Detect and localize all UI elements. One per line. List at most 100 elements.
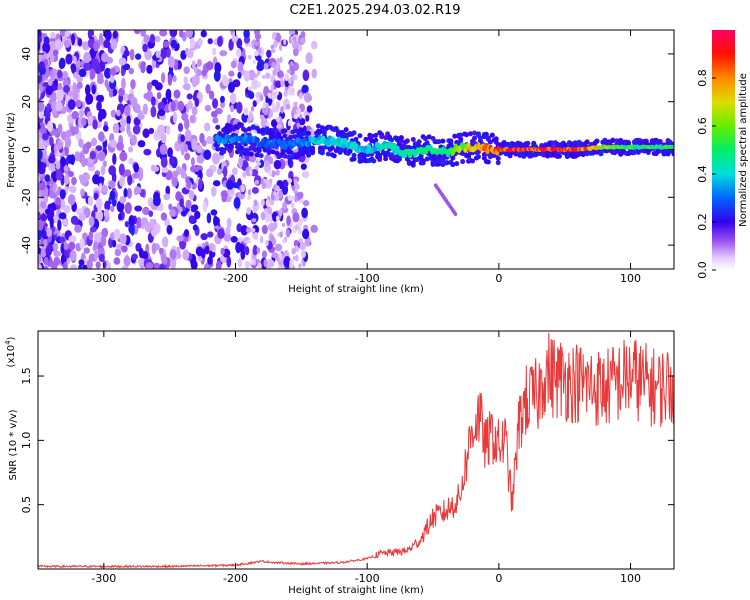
noise-blob bbox=[89, 67, 96, 80]
noise-blob bbox=[133, 117, 141, 126]
ridge-halo bbox=[406, 160, 412, 166]
snr-y-label: SNR (10 * v/v) bbox=[8, 409, 19, 480]
noise-blob bbox=[152, 195, 161, 207]
ridge-halo bbox=[410, 137, 416, 143]
ridge-halo bbox=[351, 130, 357, 136]
noise-blob bbox=[57, 70, 63, 79]
ridge-halo bbox=[631, 149, 637, 155]
noise-blob bbox=[286, 215, 291, 226]
noise-blob bbox=[130, 224, 135, 236]
noise-blob bbox=[134, 205, 143, 212]
noise-blob bbox=[299, 242, 307, 251]
noise-blob bbox=[243, 70, 250, 82]
noise-blob bbox=[144, 221, 152, 233]
noise-blob bbox=[278, 260, 283, 267]
noise-blob bbox=[128, 67, 134, 75]
noise-blob bbox=[123, 255, 131, 267]
noise-blob bbox=[86, 259, 93, 269]
noise-blob bbox=[269, 156, 274, 165]
noise-blob bbox=[73, 71, 79, 79]
noise-blob bbox=[256, 157, 261, 162]
noise-blob bbox=[161, 72, 166, 84]
noise-blob bbox=[254, 179, 260, 185]
noise-blob bbox=[61, 218, 68, 226]
noise-blob bbox=[157, 124, 165, 136]
noise-blob bbox=[149, 33, 156, 45]
ridge-halo bbox=[252, 147, 258, 153]
noise-blob bbox=[98, 131, 105, 142]
noise-blob bbox=[261, 74, 267, 79]
noise-blob bbox=[38, 220, 44, 231]
noise-blob bbox=[154, 35, 161, 43]
noise-blob bbox=[118, 87, 125, 97]
noise-blob bbox=[196, 155, 205, 164]
noise-blob bbox=[89, 226, 97, 233]
noise-blob bbox=[285, 103, 291, 110]
noise-blob bbox=[62, 261, 68, 269]
ridge-halo bbox=[495, 160, 501, 166]
ridge-halo bbox=[288, 149, 294, 155]
noise-blob bbox=[166, 224, 173, 235]
noise-blob bbox=[145, 262, 154, 269]
noise-blob bbox=[271, 61, 277, 69]
noise-blob bbox=[123, 105, 131, 117]
noise-blob bbox=[270, 84, 275, 92]
noise-blob bbox=[197, 38, 203, 46]
noise-blob bbox=[57, 219, 62, 232]
ridge-halo bbox=[276, 132, 282, 138]
noise-blob bbox=[254, 41, 259, 46]
noise-blob bbox=[38, 61, 45, 70]
noise-blob bbox=[289, 258, 294, 267]
noise-blob bbox=[266, 49, 272, 58]
ridge-halo bbox=[260, 130, 266, 136]
noise-blob bbox=[220, 247, 225, 256]
noise-blob bbox=[74, 124, 79, 135]
noise-blob bbox=[260, 211, 266, 221]
noise-blob bbox=[228, 38, 234, 51]
ridge-halo bbox=[317, 129, 323, 135]
noise-blob bbox=[190, 204, 199, 212]
noise-blob bbox=[279, 56, 283, 63]
noise-blob bbox=[50, 260, 58, 269]
noise-blob bbox=[288, 77, 292, 84]
noise-blob bbox=[297, 222, 302, 227]
noise-blob bbox=[217, 35, 223, 47]
noise-blob bbox=[161, 236, 169, 248]
noise-blob bbox=[190, 157, 195, 167]
noise-blob bbox=[134, 186, 142, 194]
noise-blob bbox=[257, 262, 262, 269]
noise-blob bbox=[38, 158, 42, 169]
noise-blob bbox=[168, 203, 173, 211]
noise-blob bbox=[143, 92, 151, 100]
ridge-halo bbox=[452, 133, 458, 139]
ridge-halo bbox=[594, 138, 600, 144]
noise-blob bbox=[188, 215, 196, 224]
noise-blob bbox=[230, 92, 237, 105]
colorbar-tick-label: 0.8 bbox=[696, 69, 709, 87]
noise-blob bbox=[272, 221, 278, 230]
noise-blob bbox=[210, 209, 218, 216]
noise-blob bbox=[140, 30, 146, 37]
noise-blob bbox=[278, 208, 283, 217]
snr-y-ticks: 0.5 1.0 1.5 bbox=[20, 367, 674, 513]
noise-blob bbox=[124, 202, 132, 214]
noise-blob bbox=[104, 79, 109, 88]
noise-blob bbox=[191, 75, 198, 88]
noise-blob bbox=[56, 141, 63, 150]
noise-blob bbox=[85, 141, 92, 149]
noise-blob bbox=[277, 265, 283, 269]
noise-blob bbox=[170, 39, 178, 49]
noise-blob bbox=[165, 88, 172, 101]
noise-blob bbox=[251, 218, 257, 223]
noise-blob bbox=[230, 236, 238, 243]
noise-blob bbox=[160, 48, 168, 59]
noise-blob bbox=[269, 199, 275, 206]
noise-blob bbox=[196, 69, 202, 77]
noise-blob bbox=[52, 214, 59, 224]
noise-blob bbox=[116, 200, 125, 213]
noise-blob bbox=[293, 179, 298, 187]
noise-blob bbox=[274, 90, 279, 96]
noise-blob bbox=[257, 59, 265, 71]
noise-blob bbox=[42, 265, 49, 269]
noise-blob bbox=[299, 37, 306, 44]
